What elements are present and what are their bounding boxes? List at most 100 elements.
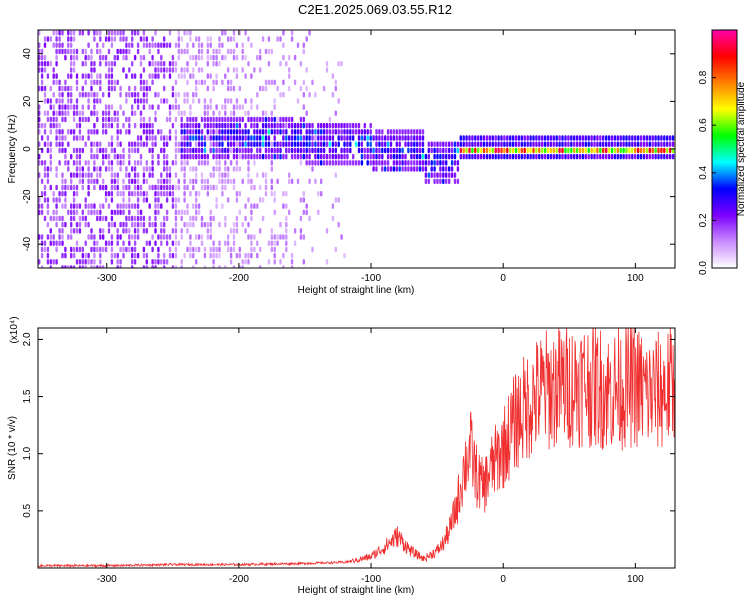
heat-cell [200,42,204,48]
heat-cell [67,92,70,98]
heat-cell [61,116,64,123]
heat-cell [197,153,201,160]
heat-cell [279,259,282,265]
heat-cell [203,252,207,259]
heat-cell [395,153,398,160]
heat-cell [180,116,183,123]
heat-cell [302,135,305,141]
heat-cell [413,166,416,172]
heat-cell [61,203,64,209]
heat-cell [93,203,96,209]
heat-cell [343,147,346,154]
heat-cell [102,246,105,253]
heat-cell [136,221,140,228]
heat-cell [84,221,87,228]
heat-cell [343,122,346,129]
heat-cell [270,153,273,160]
heat-cell [104,153,108,160]
heat-cell [506,135,509,141]
heat-cell [401,160,404,166]
heat-cell [436,141,439,147]
heat-cell [541,141,544,147]
heat-cell [421,153,425,160]
heat-cell [648,135,651,141]
heat-cell [212,135,215,141]
heat-cell [160,178,163,185]
heat-cell [285,153,288,160]
heat-cell [200,184,204,191]
heat-cell [195,92,198,98]
heat-cell [302,79,305,86]
heat-cell [75,209,79,216]
heat-cell [491,153,494,160]
heat-cell [636,135,640,141]
heat-cell [171,61,175,67]
heat-cell [517,135,521,141]
heat-cell [227,135,230,141]
heat-cell [666,135,669,141]
heat-cell [200,141,204,147]
heat-cell [575,141,579,147]
heat-cell [160,221,163,228]
heat-cell [116,191,119,197]
heat-cell [58,234,61,240]
heat-cell [96,147,99,154]
heat-cell [113,147,116,154]
heat-cell [154,240,157,246]
heat-cell [189,30,192,36]
heat-cell [218,141,221,147]
heat-cell [84,172,87,178]
heat-cell [514,135,518,141]
heat-cell [189,215,192,222]
heat-cell [174,234,178,240]
heat-cell [305,141,308,147]
heat-cell [133,178,137,185]
heat-cell [607,135,611,141]
heat-cell [424,153,428,160]
heat-cell [218,153,221,160]
heat-cell [195,79,198,86]
heat-cell [180,215,183,222]
heat-cell [416,166,419,172]
heat-cell [238,85,241,92]
heat-cell [110,160,114,166]
heat-cell [270,110,273,116]
heat-cell [552,135,555,141]
heat-cell [99,54,102,61]
heat-cell [238,153,241,160]
heat-cell [352,122,355,129]
heat-cell [93,110,96,116]
heat-cell [244,215,247,222]
heat-cell [462,147,465,154]
heat-cell [43,54,47,61]
heat-cell [663,147,666,154]
heat-cell [81,135,84,141]
heat-cell [259,246,262,253]
heat-cell [320,160,323,166]
heat-cell [174,221,178,228]
heat-cell [290,252,294,259]
heat-cell [616,135,619,141]
heat-cell [93,129,96,135]
heat-cell [250,73,253,79]
heat-cell [96,178,99,185]
heat-cell [64,197,67,203]
heat-cell [180,153,183,160]
heat-cell [247,110,250,116]
heat-cell [192,147,195,154]
heat-cell [70,36,73,42]
heat-cell [238,116,241,123]
heat-cell [509,153,512,160]
heat-cell [174,265,178,268]
heat-cell [136,197,140,203]
heat-cell [485,141,489,147]
heat-cell [593,153,596,160]
heat-cell [384,141,387,147]
heat-cell [375,153,378,160]
heat-cell [299,215,303,222]
heat-cell [174,160,178,166]
heat-cell [543,141,547,147]
heat-cell [334,141,337,147]
heat-cell [561,147,564,154]
heat-cell [293,240,297,246]
